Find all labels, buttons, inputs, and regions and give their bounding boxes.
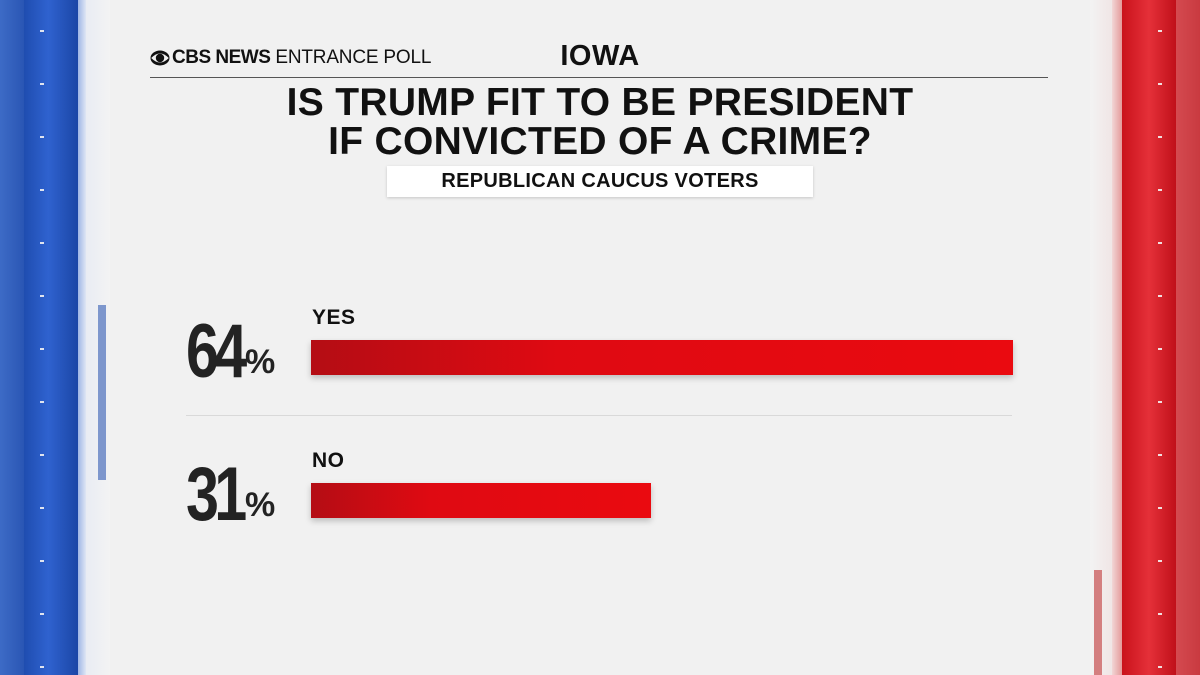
panel-tick [1158,401,1162,403]
value-label-no: 31% [186,451,306,537]
row-separator [186,415,1012,416]
right-pale-stripe [1090,0,1114,675]
state-title: IOWA [560,40,640,72]
panel-tick [1158,560,1162,562]
right-glow-stripe [1112,0,1122,675]
panel-tick [1158,507,1162,509]
panel-tick [1158,189,1162,191]
category-label-yes: YES [312,306,356,329]
value-label-yes: 64% [186,308,306,394]
left-glow-stripe [78,0,86,675]
poll-question-line-2: IF CONVICTED OF A CRIME? [328,120,872,163]
left-outer-stripe [0,0,24,675]
right-red-panel [1122,0,1176,675]
left-blue-panel [24,0,78,675]
panel-tick [1158,295,1162,297]
panel-tick [40,189,44,191]
panel-tick [40,83,44,85]
right-accent-stripe [1094,570,1102,675]
bar-yes [311,340,1013,375]
panel-tick [40,348,44,350]
cbs-eye-icon [150,50,170,66]
panel-tick [1158,613,1162,615]
left-accent-stripe [98,305,106,480]
panel-tick [40,560,44,562]
category-label-no: NO [312,449,345,472]
panel-tick [40,242,44,244]
panel-tick [40,30,44,32]
panel-tick [1158,242,1162,244]
panel-tick [1158,454,1162,456]
panel-tick [1158,83,1162,85]
panel-tick [1158,30,1162,32]
panel-tick [40,295,44,297]
poll-question-line-1: IS TRUMP FIT TO BE PRESIDENT [286,81,914,124]
percent-sign: % [245,486,276,524]
value-number: 31 [186,452,247,537]
brand-name: CBS NEWS [172,47,271,68]
bar-no [311,483,651,518]
poll-question: IS TRUMP FIT TO BE PRESIDENT IF CONVICTE… [200,83,1000,161]
value-number: 64 [186,309,247,394]
subgroup-label: REPUBLICAN CAUCUS VOTERS [387,166,813,197]
panel-tick [1158,136,1162,138]
brand-lockup: CBS NEWS ENTRANCE POLL [150,44,431,72]
panel-tick [40,454,44,456]
panel-tick [1158,666,1162,668]
right-outer-stripe [1176,0,1200,675]
panel-tick [40,613,44,615]
panel-tick [40,401,44,403]
brand-subtitle: ENTRANCE POLL [275,47,432,68]
percent-sign: % [245,343,276,381]
header-divider [150,77,1048,78]
panel-tick [1158,348,1162,350]
panel-tick [40,666,44,668]
panel-tick [40,507,44,509]
panel-tick [40,136,44,138]
